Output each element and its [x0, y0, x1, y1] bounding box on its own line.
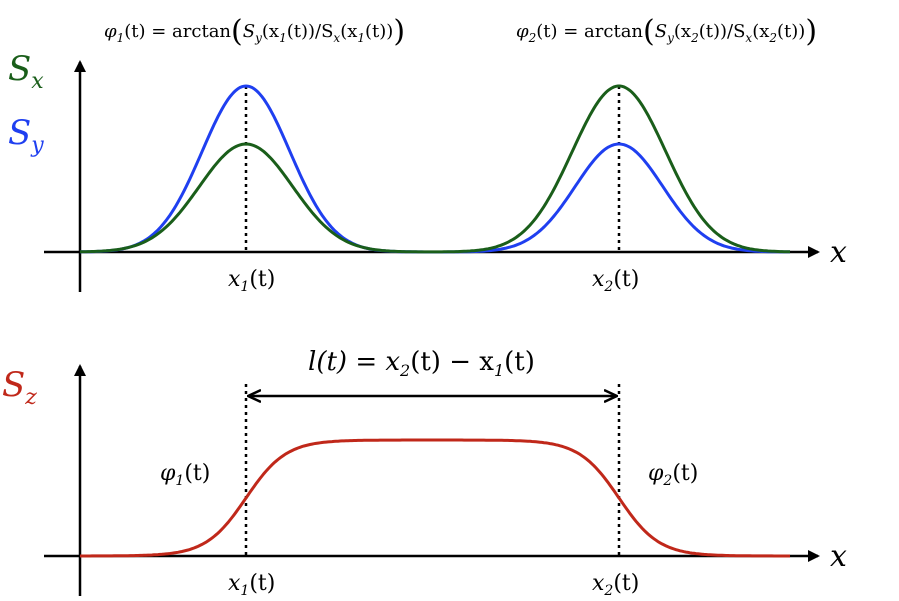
phi1-formula: φ1(t) = arctan(Sy(x1(t))/Sx(x1(t))) — [104, 14, 405, 49]
bottom-panel: Sz x l(t) = x2(t) − x1(t) φ1(t) φ2(t) x1… — [2, 347, 847, 599]
sx-curve — [80, 84, 790, 254]
legend-sy: Sy — [8, 113, 44, 158]
bottom-marker-x1-label: x1(t) — [228, 571, 275, 599]
phi2-formula: φ2(t) = arctan(Sy(x2(t))/Sx(x2(t))) — [516, 14, 817, 49]
bottom-phi1-label: φ1(t) — [160, 461, 210, 489]
bottom-x-axis-label: x — [830, 539, 847, 574]
top-panel: φ1(t) = arctan(Sy(x1(t))/Sx(x1(t))) φ2(t… — [8, 14, 847, 295]
sy-curve — [79, 84, 790, 254]
top-marker-x1-label: x1(t) — [228, 267, 275, 295]
length-label: l(t) = x2(t) − x1(t) — [308, 347, 535, 380]
top-x-axis-label: x — [830, 235, 847, 270]
sz-label: Sz — [2, 365, 37, 410]
bottom-marker-x2-label: x2(t) — [592, 571, 639, 599]
legend-sx: Sx — [8, 49, 44, 94]
sz-curve — [80, 438, 790, 558]
top-marker-x2-label: x2(t) — [592, 267, 639, 295]
bottom-phi2-label: φ2(t) — [648, 461, 698, 489]
